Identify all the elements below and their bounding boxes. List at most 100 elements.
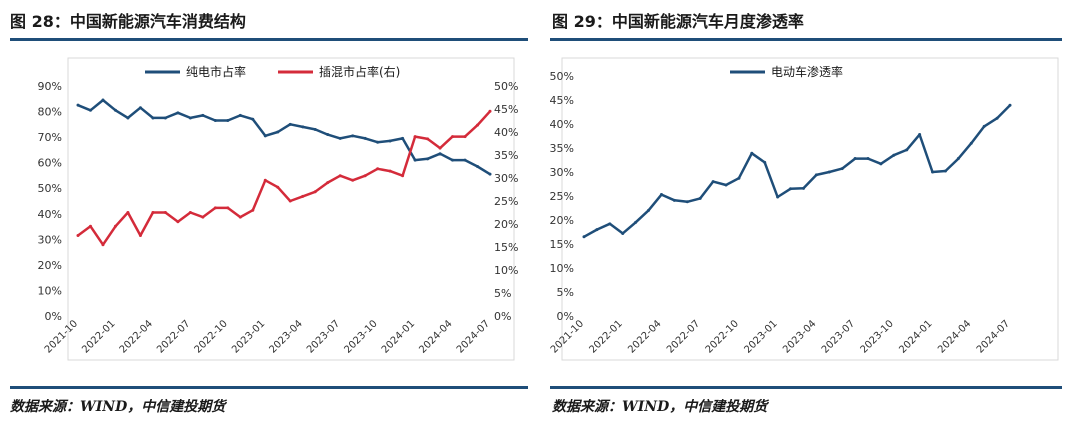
data-point — [956, 157, 960, 161]
data-point — [879, 162, 883, 166]
data-point — [463, 158, 467, 162]
data-point — [301, 194, 305, 198]
data-point — [905, 148, 909, 152]
y-tick-label: 45% — [550, 94, 574, 107]
data-point — [853, 157, 857, 161]
y-tick-label: 15% — [550, 238, 574, 251]
data-point — [201, 113, 205, 117]
x-tick-label: 2022-10 — [193, 318, 230, 355]
data-point — [995, 116, 999, 120]
data-point — [251, 208, 255, 212]
data-point — [918, 133, 922, 137]
x-tick-label: 2023-07 — [305, 318, 342, 355]
y-tick-label: 30% — [550, 166, 574, 179]
data-point — [438, 152, 442, 156]
data-point — [401, 174, 405, 178]
y2-tick-label: 30% — [494, 172, 518, 185]
data-point — [931, 170, 935, 174]
data-point — [388, 139, 392, 143]
x-tick-label: 2024-04 — [417, 318, 454, 355]
x-tick-label: 2023-04 — [781, 318, 818, 355]
y2-tick-label: 15% — [494, 241, 518, 254]
data-point — [138, 234, 142, 237]
data-point — [438, 146, 442, 150]
y-tick-label: 20% — [38, 259, 62, 272]
x-tick-label: 2024-07 — [975, 318, 1012, 355]
data-point — [326, 133, 330, 137]
x-tick-label: 2022-10 — [704, 318, 741, 355]
y2-tick-label: 50% — [494, 80, 518, 93]
y2-tick-label: 35% — [494, 149, 518, 162]
data-point — [138, 106, 142, 110]
data-point — [213, 206, 217, 210]
y2-tick-label: 0% — [494, 310, 511, 323]
data-point — [737, 176, 741, 180]
data-point — [763, 160, 767, 164]
data-point — [226, 206, 230, 210]
data-point — [313, 127, 317, 131]
data-point — [376, 140, 380, 144]
y-tick-label: 0% — [45, 310, 62, 323]
left-figure-title: 图 28：中国新能源汽车消费结构 — [10, 12, 246, 31]
y-tick-label: 40% — [38, 208, 62, 221]
data-point — [451, 135, 455, 139]
data-point — [238, 113, 242, 117]
data-point — [476, 165, 480, 168]
data-point — [488, 172, 492, 176]
data-point — [426, 137, 430, 141]
x-tick-label: 2021-10 — [550, 318, 586, 355]
x-tick-label: 2023-01 — [230, 318, 267, 355]
data-point — [982, 124, 986, 128]
right-figure-title: 图 29：中国新能源汽车月度渗透率 — [552, 12, 804, 31]
y-tick-label: 20% — [550, 214, 574, 227]
y2-tick-label: 5% — [494, 287, 511, 300]
data-point — [76, 234, 80, 237]
x-tick-label: 2023-07 — [820, 318, 857, 355]
right-chart: 电动车渗透率 0% 5% 10% 15% 20% 25% 30% 35% 40% 45% 50% 20… — [550, 57, 1059, 361]
data-point — [647, 208, 651, 212]
left-footer-rule — [10, 386, 528, 389]
data-point — [351, 178, 355, 182]
data-point — [88, 224, 92, 228]
data-point — [176, 220, 180, 224]
data-point — [582, 235, 586, 239]
data-point — [276, 130, 280, 134]
data-point — [1008, 103, 1012, 107]
right-footer-rule — [550, 386, 1062, 389]
data-point — [463, 135, 467, 139]
y2-tick-label: 10% — [494, 264, 518, 277]
data-point — [476, 123, 480, 127]
x-tick-label: 2024-01 — [380, 318, 417, 355]
data-point — [263, 134, 267, 138]
data-point — [595, 228, 599, 232]
x-tick-label: 2023-10 — [342, 318, 379, 355]
data-point — [621, 231, 625, 235]
x-tick-label: 2024-01 — [897, 318, 934, 355]
data-point — [301, 125, 305, 129]
y-tick-label: 10% — [550, 262, 574, 275]
data-point — [634, 220, 638, 224]
data-point — [363, 174, 367, 178]
data-point — [238, 215, 242, 219]
series-line-1 — [76, 110, 492, 246]
data-point — [351, 134, 355, 138]
x-tick-label: 2021-10 — [43, 318, 80, 355]
data-point — [866, 157, 870, 161]
plot-area — [561, 57, 1059, 361]
data-point — [338, 174, 342, 178]
y2-tick-label: 45% — [494, 103, 518, 116]
data-point — [451, 158, 455, 162]
data-point — [711, 180, 715, 184]
data-point — [226, 119, 230, 122]
data-point — [188, 211, 192, 214]
data-point — [151, 211, 155, 214]
data-point — [113, 108, 117, 112]
data-point — [969, 141, 973, 145]
data-point — [801, 186, 805, 190]
data-point — [101, 98, 105, 102]
series-line-0 — [582, 104, 1012, 239]
y2-tick-label: 20% — [494, 218, 518, 231]
data-point — [672, 198, 676, 202]
data-point — [943, 169, 947, 173]
y-tick-label: 10% — [38, 284, 62, 297]
